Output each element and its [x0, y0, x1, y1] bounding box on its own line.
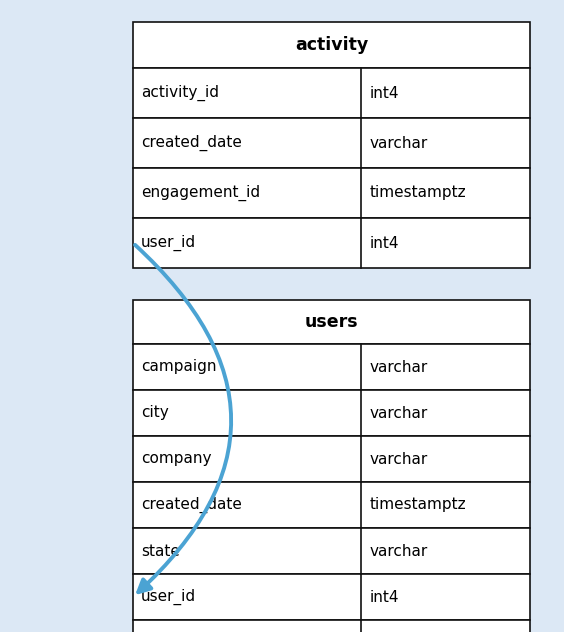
Bar [133, 620, 530, 632]
Text: user_id: user_id [141, 235, 196, 251]
Text: varchar: varchar [369, 135, 428, 150]
Text: timestamptz: timestamptz [369, 186, 466, 200]
Bar [133, 300, 530, 344]
Bar [133, 118, 530, 168]
Text: company: company [141, 451, 212, 466]
Text: user_id: user_id [141, 589, 196, 605]
Bar [133, 68, 530, 118]
Text: activity: activity [295, 36, 368, 54]
Bar [133, 344, 530, 390]
Text: state: state [141, 544, 180, 559]
Text: campaign: campaign [141, 360, 217, 375]
Text: activity_id: activity_id [141, 85, 219, 101]
Text: city: city [141, 406, 169, 420]
Text: int4: int4 [369, 590, 399, 604]
Text: varchar: varchar [369, 360, 428, 375]
Text: int4: int4 [369, 85, 399, 100]
Text: varchar: varchar [369, 544, 428, 559]
Bar [133, 436, 530, 482]
Bar [133, 168, 530, 218]
Text: varchar: varchar [369, 406, 428, 420]
Bar [133, 482, 530, 528]
Bar [133, 574, 530, 620]
Text: varchar: varchar [369, 451, 428, 466]
Bar [133, 390, 530, 436]
Text: created_date: created_date [141, 135, 242, 151]
Bar [133, 528, 530, 574]
Text: users: users [305, 313, 358, 331]
Bar [133, 22, 530, 68]
Text: int4: int4 [369, 236, 399, 250]
Text: timestamptz: timestamptz [369, 497, 466, 513]
Text: created_date: created_date [141, 497, 242, 513]
Text: engagement_id: engagement_id [141, 185, 260, 201]
Bar [133, 218, 530, 268]
